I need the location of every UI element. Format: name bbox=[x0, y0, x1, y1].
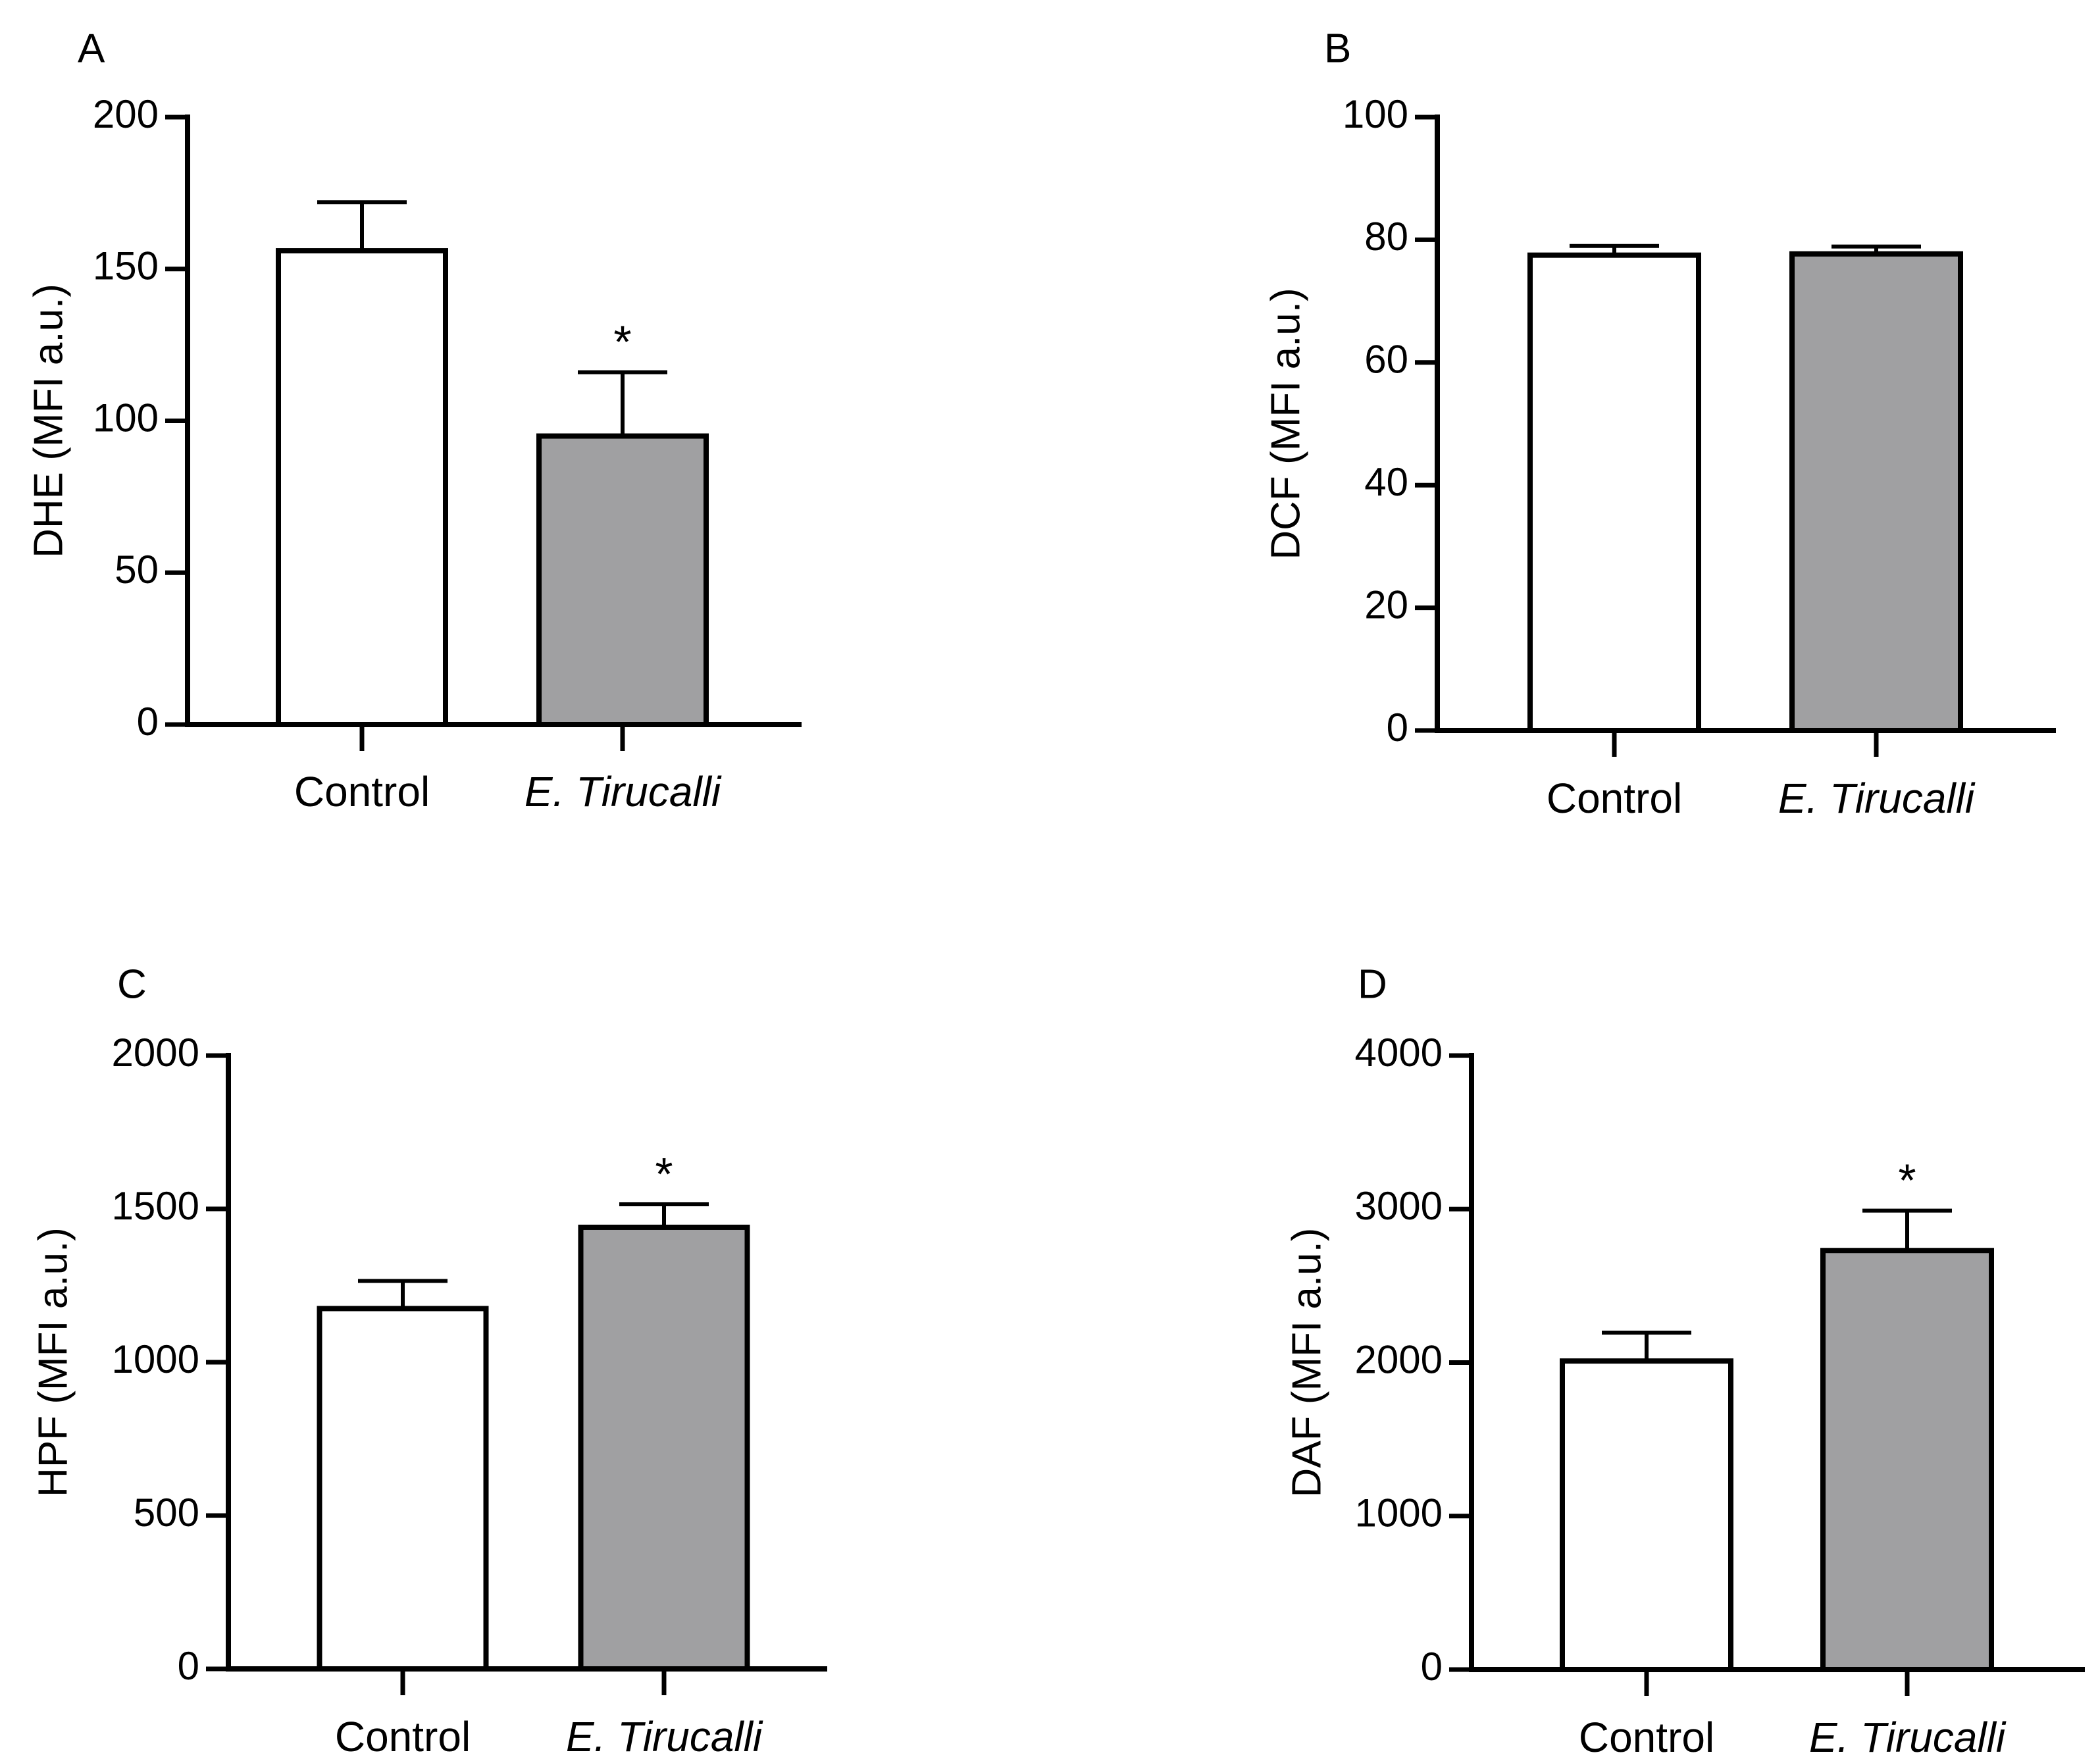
category-label: Control bbox=[1547, 775, 1682, 822]
chart-panel-d: D DAF (MFI a.u.) * 0 1000 2000 3000 4000 Control… bbox=[1284, 961, 2085, 1761]
y-tick-label: 200 bbox=[93, 92, 159, 136]
significance-marker: * bbox=[613, 317, 631, 368]
bar-e-tirucalli bbox=[1789, 251, 1963, 733]
panel-label: A bbox=[78, 26, 105, 71]
y-axis-title: DAF (MFI a.u.) bbox=[1284, 1228, 1329, 1498]
bar-e-tirucalli bbox=[578, 1224, 750, 1672]
y-tick-label: 80 bbox=[1364, 215, 1408, 259]
y-tick-label: 1000 bbox=[112, 1337, 199, 1381]
y-tick-label: 500 bbox=[134, 1491, 199, 1535]
category-label: E. Tirucalli bbox=[1809, 1714, 2007, 1761]
chart-panel-c: C HPF (MFI a.u.) * 0 500 1000 1500 2000 Control E… bbox=[30, 961, 827, 1760]
y-tick-label: 150 bbox=[93, 244, 159, 288]
bar-control bbox=[1560, 1358, 1733, 1672]
y-tick-label: 2000 bbox=[112, 1031, 199, 1075]
panel-label: B bbox=[1324, 26, 1351, 71]
y-tick-label: 0 bbox=[137, 700, 159, 744]
y-tick-label: 100 bbox=[1343, 92, 1408, 136]
bar-control bbox=[1527, 252, 1701, 733]
y-tick-label: 1000 bbox=[1355, 1491, 1443, 1535]
y-tick-label: 60 bbox=[1364, 338, 1408, 382]
y-axis-title: HPF (MFI a.u.) bbox=[30, 1227, 76, 1497]
chart-panel-b: B DCF (MFI a.u.) 0 20 40 60 80 100 Control E. Tir… bbox=[1263, 26, 2056, 822]
y-tick-label: 1500 bbox=[112, 1184, 199, 1228]
category-label: Control bbox=[294, 768, 430, 815]
significance-marker: * bbox=[1898, 1155, 1916, 1206]
chart-panel-a: A DHE (MFI a.u.) * 0 50 100 150 200 Control E. Ti… bbox=[26, 26, 802, 815]
y-tick-label: 20 bbox=[1364, 582, 1408, 626]
category-label: Control bbox=[335, 1713, 471, 1760]
y-tick-label: 3000 bbox=[1355, 1184, 1443, 1228]
y-axis-title: DHE (MFI a.u.) bbox=[26, 284, 71, 558]
y-tick-label: 40 bbox=[1364, 460, 1408, 504]
category-label: Control bbox=[1579, 1714, 1714, 1761]
y-tick-label: 100 bbox=[93, 396, 159, 440]
category-label: E. Tirucalli bbox=[525, 768, 722, 815]
significance-marker: * bbox=[655, 1148, 673, 1200]
bar-e-tirucalli bbox=[1820, 1248, 1994, 1673]
y-tick-label: 0 bbox=[178, 1644, 199, 1688]
y-axis-title: DCF (MFI a.u.) bbox=[1263, 288, 1308, 559]
y-tick-label: 0 bbox=[1387, 705, 1408, 750]
category-label: E. Tirucalli bbox=[566, 1713, 763, 1760]
y-tick-label: 50 bbox=[115, 548, 159, 592]
category-label: E. Tirucalli bbox=[1778, 775, 1976, 822]
y-tick-label: 2000 bbox=[1355, 1337, 1443, 1381]
bar-control bbox=[317, 1306, 489, 1672]
panel-label: C bbox=[117, 961, 147, 1007]
bar-control bbox=[276, 248, 448, 727]
bar-e-tirucalli bbox=[536, 433, 709, 727]
y-tick-label: 0 bbox=[1421, 1645, 1443, 1689]
y-tick-label: 4000 bbox=[1355, 1031, 1443, 1075]
panel-label: D bbox=[1358, 961, 1387, 1007]
